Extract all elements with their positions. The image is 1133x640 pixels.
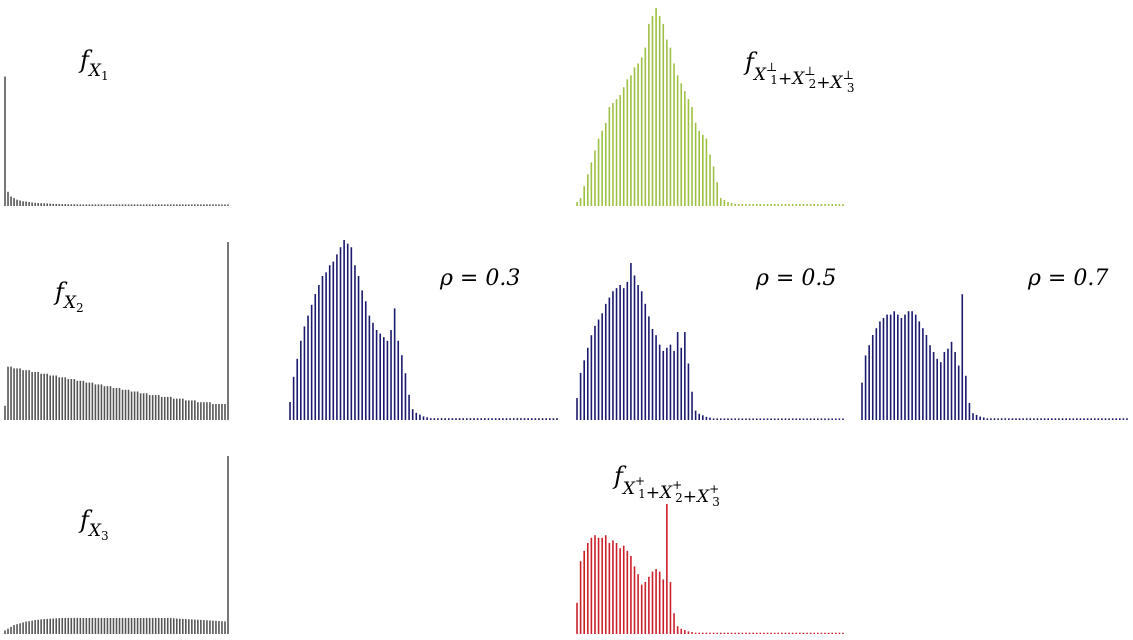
label-comonotonic-lower: fX⊥ 1+X⊥ 2+X⊥ 3 (743, 48, 855, 95)
chart-fX3 (4, 456, 229, 634)
chart-fX2 (4, 242, 229, 420)
chart-comonotonic-lower (576, 8, 844, 206)
label-fX1: fX1 (78, 46, 109, 83)
charts-layer (4, 8, 1128, 634)
chart-comonotonic-upper (576, 504, 844, 634)
label-fX2: fX2 (53, 278, 84, 315)
chart-rho-0.7 (861, 294, 1128, 420)
labels-layer: fX1 fX2 fX3 fX⊥ 1+X⊥ 2+X⊥ 3 ρ = 0.3 ρ = 0.5 ρ = 0… (53, 46, 1108, 543)
label-rho-0.7: ρ = 0.7 (1027, 266, 1108, 291)
label-comonotonic-upper: fX+ 1+X+ 2+X+ 3 (612, 462, 720, 509)
chart-rho-0.3 (289, 240, 558, 420)
label-fX3: fX3 (78, 506, 109, 543)
chart-rho-0.5 (576, 263, 844, 420)
label-rho-0.3: ρ = 0.3 (439, 266, 520, 291)
label-rho-0.5: ρ = 0.5 (755, 266, 836, 291)
chart-fX1 (4, 76, 229, 206)
